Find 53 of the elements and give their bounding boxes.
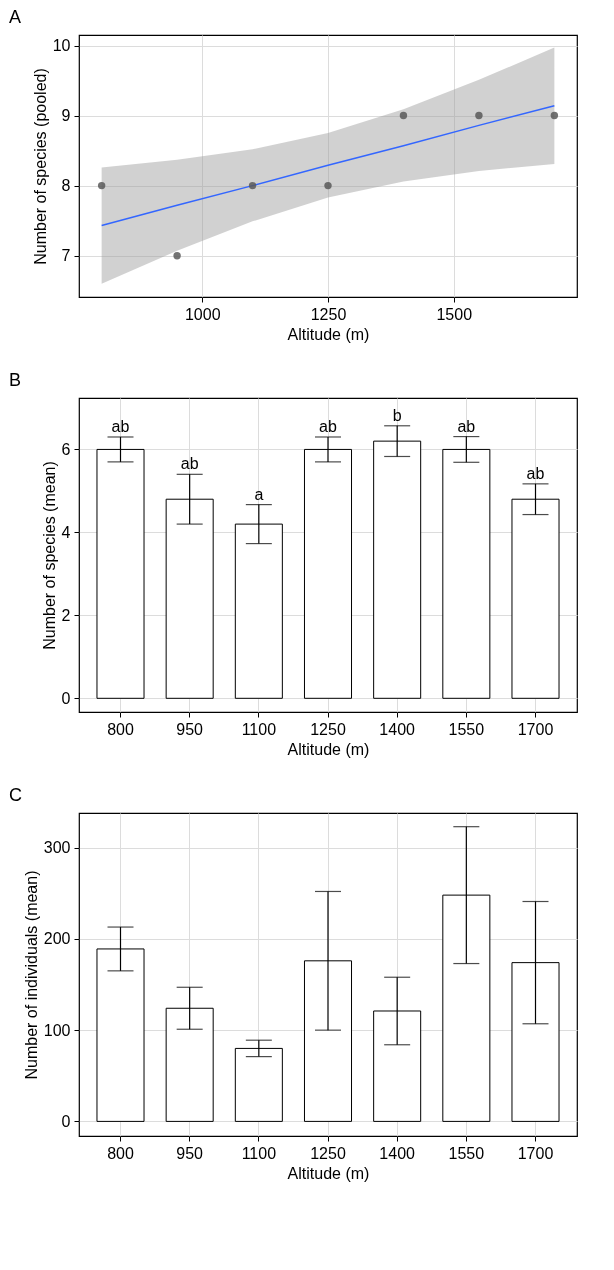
x-axis-title: Altitude (m) <box>287 325 370 343</box>
point <box>173 251 181 260</box>
point <box>399 111 408 120</box>
x-tick-label: 950 <box>176 1144 204 1162</box>
x-tick-label: 1250 <box>310 305 347 323</box>
y-tick-label: 6 <box>61 440 71 458</box>
annotation: ab <box>111 417 130 435</box>
x-tick-label: 950 <box>176 720 204 738</box>
y-axis-title: Number of species (pooled) <box>31 68 49 265</box>
x-tick-label: 800 <box>107 1144 134 1162</box>
x-axis-title: Altitude (m) <box>287 1164 370 1182</box>
x-tick-label: 800 <box>107 720 134 738</box>
point <box>550 111 559 120</box>
x-tick-label: 1250 <box>310 720 346 738</box>
y-axis-title: Number of individuals (mean) <box>22 870 40 1080</box>
y-tick-label: 0 <box>61 689 71 707</box>
x-tick-label: 1000 <box>184 305 221 323</box>
y-tick-label: 200 <box>43 930 71 948</box>
annotation: ab <box>526 464 545 482</box>
annotation: ab <box>457 417 476 435</box>
y-tick-label: 2 <box>61 606 71 624</box>
x-tick-label: 1100 <box>241 720 277 738</box>
x-tick-label: 1400 <box>379 1144 416 1162</box>
chart-title: C <box>9 785 22 805</box>
y-axis-title: Number of species (mean) <box>40 461 58 650</box>
y-tick-label: 4 <box>61 523 71 541</box>
annotation: a <box>254 485 264 503</box>
point <box>475 111 483 120</box>
y-tick-label: 9 <box>61 107 71 125</box>
y-tick-label: 300 <box>43 839 71 857</box>
x-tick-label: 1700 <box>517 720 554 738</box>
x-tick-label: 1500 <box>436 305 473 323</box>
y-tick-label: 100 <box>43 1021 71 1039</box>
x-tick-label: 1550 <box>448 1144 485 1162</box>
chart-title: B <box>9 370 22 390</box>
point <box>324 181 332 190</box>
annotation: b <box>392 406 402 424</box>
x-axis-title: Altitude (m) <box>287 740 370 758</box>
x-tick-label: 1550 <box>448 720 485 738</box>
annotation: ab <box>180 455 199 473</box>
x-tick-label: 1400 <box>379 720 416 738</box>
x-tick-label: 1700 <box>517 1144 554 1162</box>
y-tick-label: 7 <box>61 247 71 265</box>
y-tick-label: 0 <box>61 1112 71 1130</box>
point <box>248 181 257 190</box>
chart-title: A <box>9 7 22 27</box>
line-series <box>100 105 556 227</box>
x-tick-label: 1100 <box>241 1144 277 1162</box>
x-tick-label: 1250 <box>310 1144 346 1162</box>
point <box>97 181 106 190</box>
y-tick-label: 10 <box>52 37 71 55</box>
annotation: ab <box>319 417 337 435</box>
y-tick-label: 8 <box>61 177 71 195</box>
